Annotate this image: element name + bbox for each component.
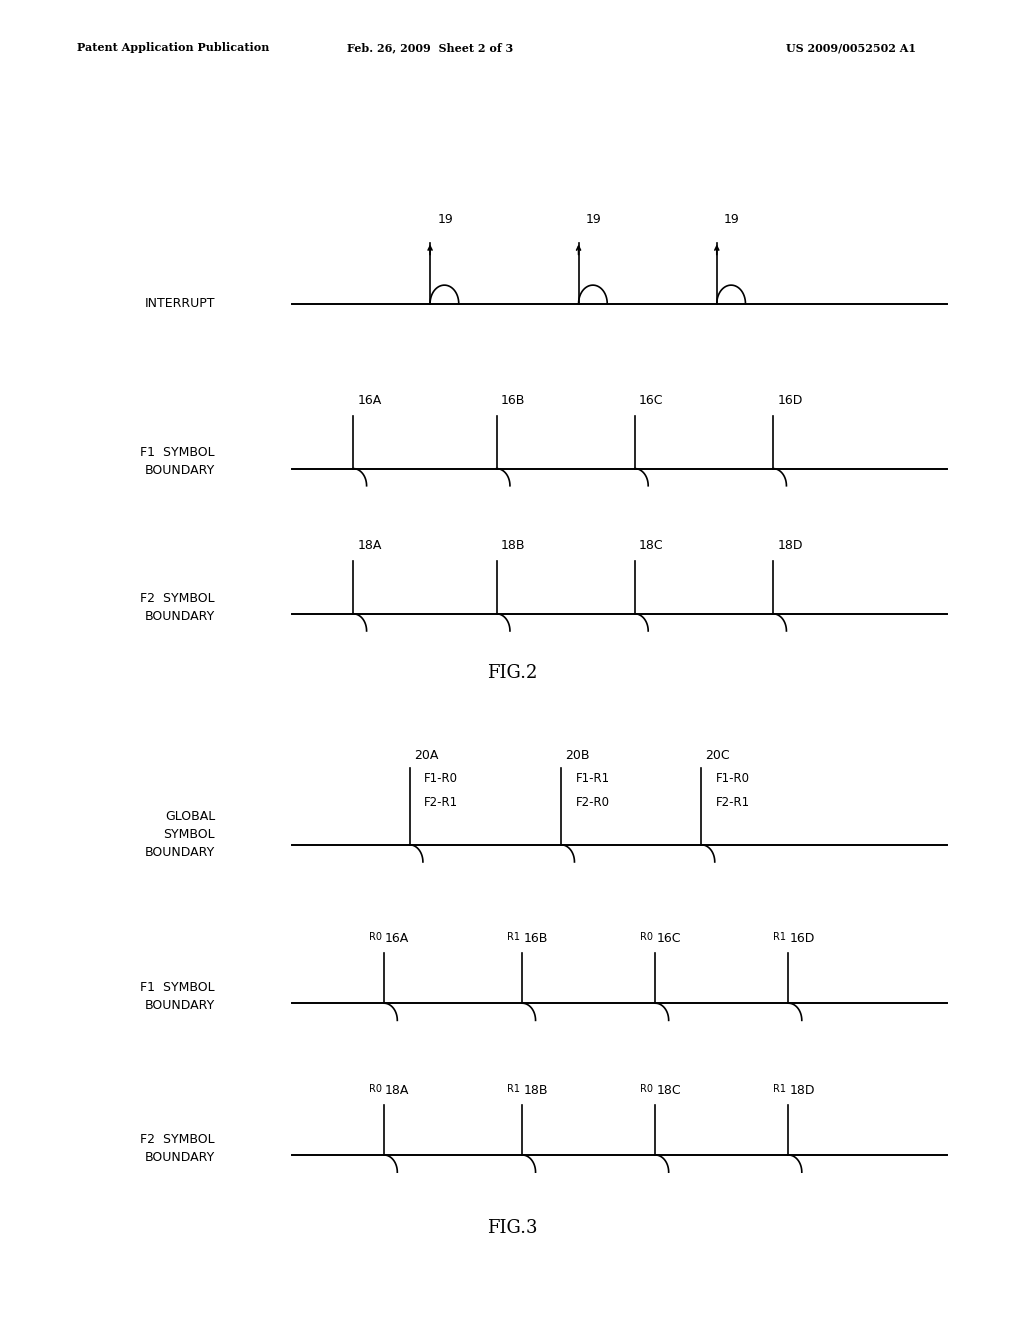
Text: 20A: 20A <box>414 748 438 762</box>
Text: US 2009/0052502 A1: US 2009/0052502 A1 <box>786 42 916 53</box>
Text: 18D: 18D <box>777 539 803 552</box>
Text: 18C: 18C <box>639 539 664 552</box>
Text: R1: R1 <box>773 932 786 942</box>
Text: 18C: 18C <box>656 1084 681 1097</box>
Text: 16D: 16D <box>790 932 815 945</box>
Text: F2-R1: F2-R1 <box>424 796 458 809</box>
Text: INTERRUPT: INTERRUPT <box>144 297 215 310</box>
Text: FIG.2: FIG.2 <box>486 664 538 682</box>
Text: R0: R0 <box>369 932 382 942</box>
Text: F2-R0: F2-R0 <box>575 796 609 809</box>
Text: Feb. 26, 2009  Sheet 2 of 3: Feb. 26, 2009 Sheet 2 of 3 <box>347 42 513 53</box>
Text: 16C: 16C <box>656 932 681 945</box>
Text: R0: R0 <box>640 1084 653 1094</box>
Text: F1  SYMBOL
BOUNDARY: F1 SYMBOL BOUNDARY <box>140 446 215 478</box>
Text: 16B: 16B <box>501 393 525 407</box>
Text: F1-R0: F1-R0 <box>716 772 750 785</box>
Text: 16B: 16B <box>523 932 548 945</box>
Text: 20C: 20C <box>706 748 730 762</box>
Text: 19: 19 <box>437 213 453 226</box>
Text: 18A: 18A <box>357 539 382 552</box>
Text: F1-R1: F1-R1 <box>575 772 609 785</box>
Text: F2  SYMBOL
BOUNDARY: F2 SYMBOL BOUNDARY <box>140 591 215 623</box>
Text: F1  SYMBOL
BOUNDARY: F1 SYMBOL BOUNDARY <box>140 981 215 1012</box>
Text: FIG.3: FIG.3 <box>486 1218 538 1237</box>
Text: GLOBAL
SYMBOL
BOUNDARY: GLOBAL SYMBOL BOUNDARY <box>144 809 215 859</box>
Text: 16A: 16A <box>357 393 382 407</box>
Text: R0: R0 <box>369 1084 382 1094</box>
Text: F2-R1: F2-R1 <box>716 796 750 809</box>
Text: Patent Application Publication: Patent Application Publication <box>77 42 269 53</box>
Text: 16A: 16A <box>385 932 410 945</box>
Text: F1-R0: F1-R0 <box>424 772 458 785</box>
Text: 19: 19 <box>724 213 739 226</box>
Text: 19: 19 <box>586 213 601 226</box>
Text: 16C: 16C <box>639 393 664 407</box>
Text: R1: R1 <box>773 1084 786 1094</box>
Text: R0: R0 <box>640 932 653 942</box>
Text: R1: R1 <box>507 1084 520 1094</box>
Text: 18B: 18B <box>501 539 525 552</box>
Text: F2  SYMBOL
BOUNDARY: F2 SYMBOL BOUNDARY <box>140 1133 215 1164</box>
Text: 18B: 18B <box>523 1084 548 1097</box>
Text: R1: R1 <box>507 932 520 942</box>
Text: 18A: 18A <box>385 1084 410 1097</box>
Text: 16D: 16D <box>777 393 803 407</box>
Text: 18D: 18D <box>790 1084 815 1097</box>
Text: 20B: 20B <box>565 748 590 762</box>
